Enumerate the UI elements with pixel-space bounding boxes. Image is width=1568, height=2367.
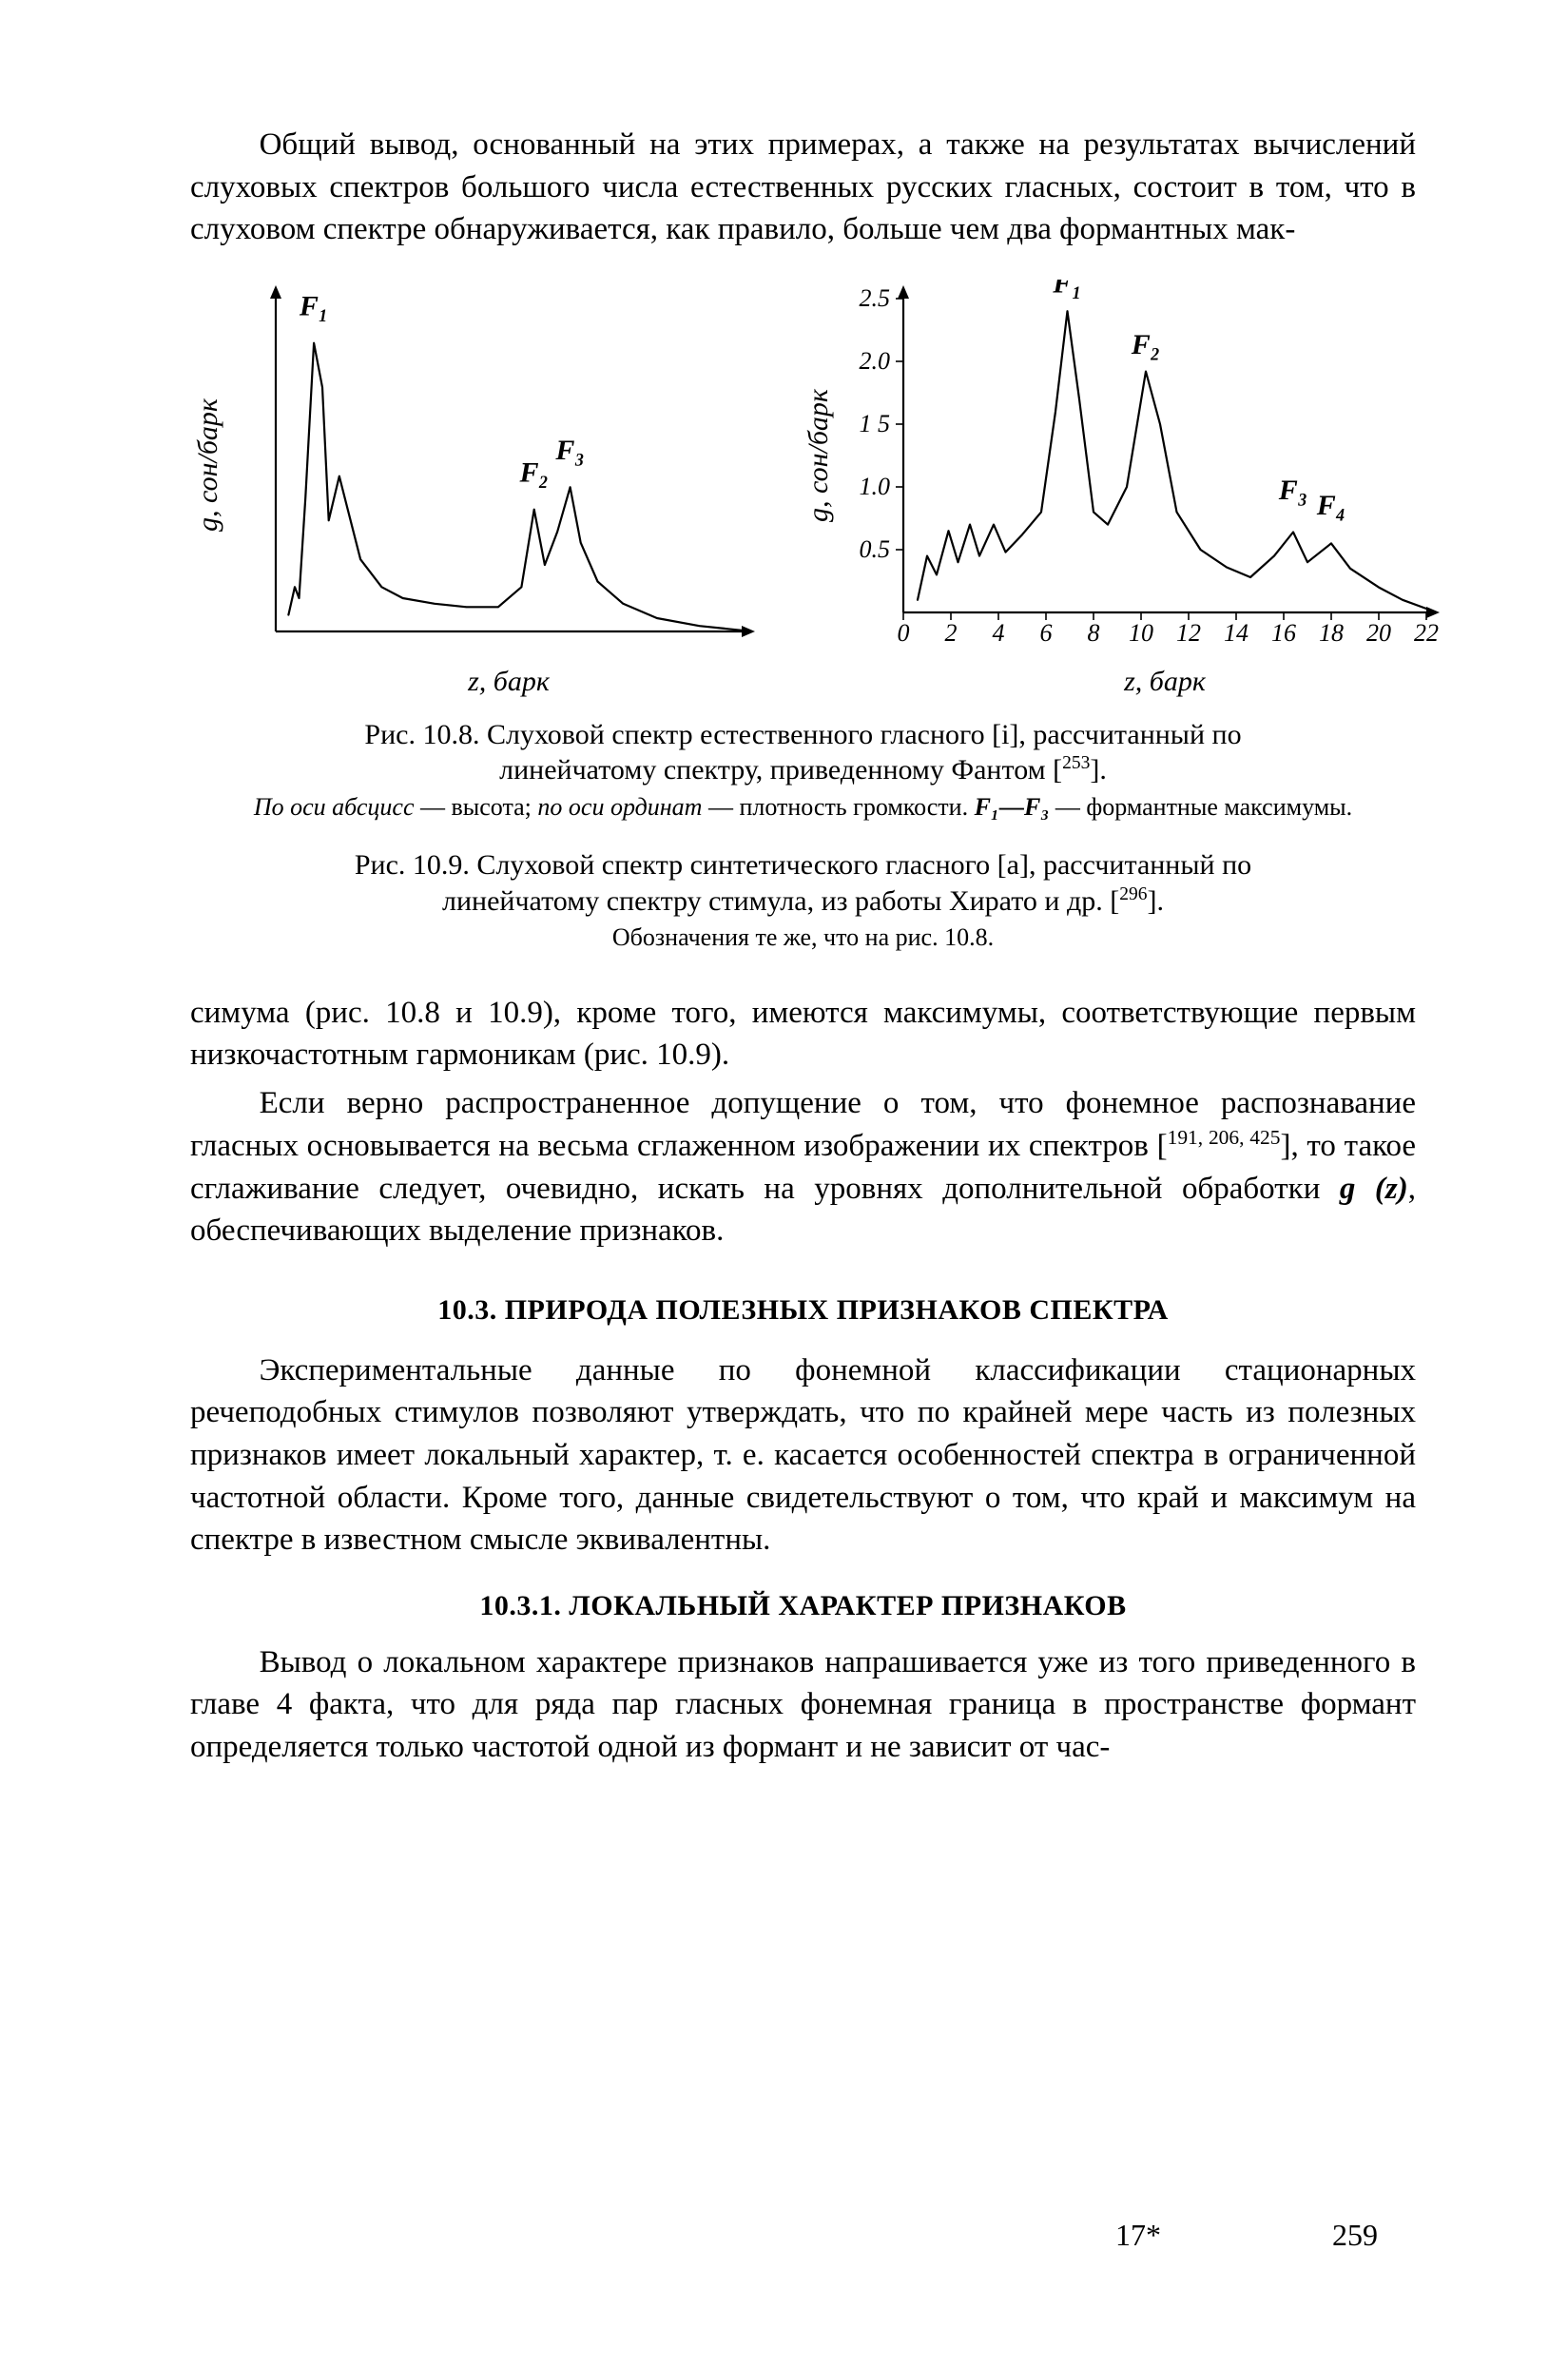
svg-text:20: 20 [1366, 619, 1391, 647]
page-number: 259 [1332, 2218, 1378, 2253]
caption-10-8-line2b: ]. [1090, 754, 1107, 786]
svg-text:F₁: F₁ [299, 290, 328, 321]
caption-10-9-sub: Обозначения те же, что на рис. 10.8. [190, 922, 1416, 954]
caption-10-9: Рис. 10.9. Слуховой спектр синтетическог… [190, 847, 1416, 919]
figure-10-9: 0 2 4 6 8 10 12 14 16 18 20 22 0.5 1.0 1 5 2.0 2.5 F₁ F₂ F₃… [799, 280, 1445, 698]
paragraph-4: Вывод о локальном характере признаков на… [190, 1641, 1416, 1769]
svg-text:g, сон/барк: g, сон/барк [803, 388, 834, 522]
svg-text:1 5: 1 5 [860, 410, 891, 437]
figures-row: F₁F₂F₃g, сон/баркz, барк 024681012141618… [190, 280, 1416, 698]
svg-text:F₃: F₃ [1278, 475, 1307, 506]
svg-text:F₃: F₃ [554, 435, 584, 466]
paragraph-3: Экспериментальные данные по фонемной кла… [190, 1349, 1416, 1562]
page: Общий вывод, основанный на этих примерах… [0, 0, 1568, 2367]
signature-mark: 17* [1115, 2218, 1161, 2253]
p2b-text: Если верно распространенное допущение о … [190, 1086, 1416, 1164]
svg-text:1.0: 1.0 [860, 473, 891, 500]
caption-10-9-line2a: линейчатому спектру стимула, из работы Х… [442, 885, 1119, 917]
paragraph-2a: симума (рис. 10.8 и 10.9), кроме того, и… [190, 992, 1416, 1077]
caption-10-8: Рис. 10.8. Слуховой спектр естественного… [190, 717, 1416, 788]
caption-10-8-line1: Рис. 10.8. Слуховой спектр естественного… [364, 719, 1241, 750]
svg-text:0.5: 0.5 [860, 535, 891, 563]
p2b-func: g (z) [1340, 1172, 1408, 1206]
cap108-sub-d: — плотность громкости. [702, 793, 974, 821]
svg-text:18: 18 [1319, 619, 1344, 647]
chart-right-svg: 0 2 4 6 8 10 12 14 16 18 20 22 0.5 1.0 1 5 2.0 2.5 F₁ F₂ F₃… [799, 280, 1445, 698]
svg-text:0: 0 [898, 619, 910, 647]
svg-text:F₂: F₂ [1131, 329, 1160, 360]
heading-10-3-1: 10.3.1. ЛОКАЛЬНЫЙ ХАРАКТЕР ПРИЗНАКОВ [190, 1590, 1416, 1622]
caption-10-8-sub: По оси абсцисс — высота; по оси ординат … [190, 792, 1416, 824]
svg-text:2: 2 [945, 619, 958, 647]
caption-10-9-ref: 296 [1119, 884, 1147, 904]
svg-text:6: 6 [1040, 619, 1053, 647]
paragraph-1: Общий вывод, основанный на этих примерах… [190, 124, 1416, 251]
svg-text:F₄: F₄ [1316, 490, 1345, 521]
svg-text:z, барк: z, барк [467, 666, 551, 697]
svg-text:8: 8 [1088, 619, 1100, 647]
svg-text:14: 14 [1224, 619, 1249, 647]
heading-10-3: 10.3. ПРИРОДА ПОЛЕЗНЫХ ПРИЗНАКОВ СПЕКТРА [190, 1294, 1416, 1327]
svg-text:g, сон/барк: g, сон/барк [192, 398, 223, 532]
paragraph-2b: Если верно распространенное допущение о … [190, 1082, 1416, 1252]
svg-text:z, барк: z, барк [1123, 666, 1207, 697]
svg-text:2.0: 2.0 [860, 347, 891, 375]
cap108-sub-b: — высота; [415, 793, 538, 821]
svg-text:16: 16 [1271, 619, 1296, 647]
page-footer: 17* 259 [1115, 2218, 1378, 2253]
caption-10-8-line2a: линейчатому спектру, приведенному Фантом… [499, 754, 1062, 786]
cap108-sub-e: F₁—F₃ [975, 793, 1050, 821]
svg-text:4: 4 [993, 619, 1005, 647]
svg-text:10: 10 [1129, 619, 1153, 647]
svg-text:2.5: 2.5 [860, 284, 891, 312]
cap108-sub-f: — формантные максимумы. [1049, 793, 1352, 821]
caption-10-8-ref: 253 [1062, 753, 1090, 773]
svg-text:F₁: F₁ [1052, 280, 1081, 299]
figure-10-8: F₁ F₂F₃ g, сон/барк z, барк [190, 280, 761, 698]
caption-10-9-line2b: ]. [1147, 885, 1164, 917]
caption-10-9-line1: Рис. 10.9. Слуховой спектр синтетическог… [355, 849, 1251, 881]
cap108-sub-c: по оси ординат [537, 793, 702, 821]
p2b-ref: 191, 206, 425 [1168, 1126, 1281, 1149]
chart-left-svg: F₁ F₂F₃ g, сон/барк z, барк [190, 280, 761, 698]
svg-text:F₂: F₂ [518, 456, 548, 488]
cap108-sub-a: По оси абсцисс [254, 793, 415, 821]
svg-text:12: 12 [1176, 619, 1201, 647]
svg-text:22: 22 [1414, 619, 1439, 647]
